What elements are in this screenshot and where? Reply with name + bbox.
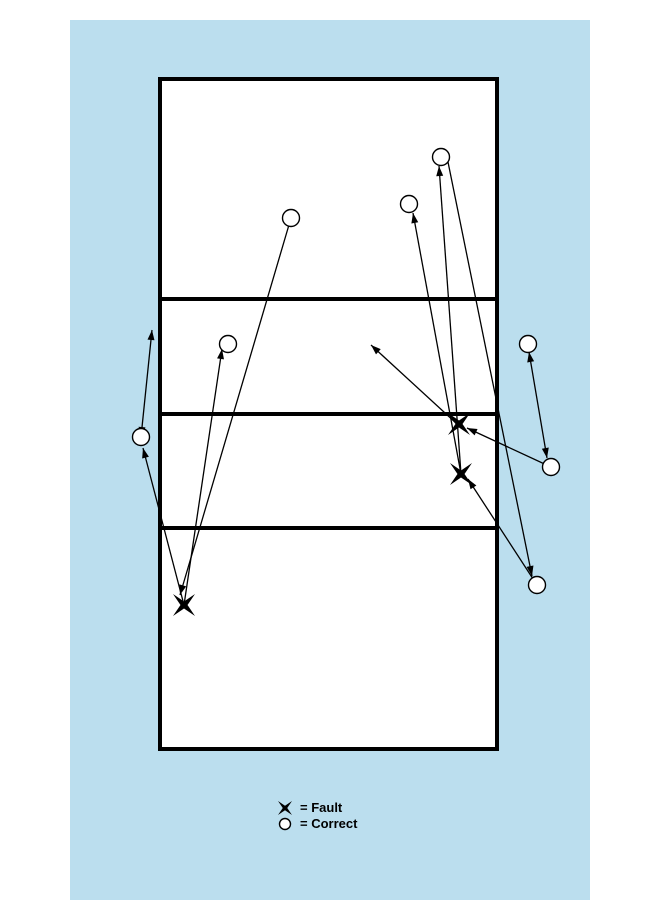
court-svg: [0, 0, 658, 920]
legend-correct-label: = Correct: [300, 816, 357, 832]
legend: = Fault = Correct: [276, 800, 357, 832]
diagram-canvas: = Fault = Correct: [0, 0, 658, 920]
legend-fault-label: = Fault: [300, 800, 342, 816]
fault-icon: [276, 800, 294, 816]
legend-fault-row: = Fault: [276, 800, 357, 816]
correct-icon: [276, 816, 294, 832]
legend-correct-row: = Correct: [276, 816, 357, 832]
